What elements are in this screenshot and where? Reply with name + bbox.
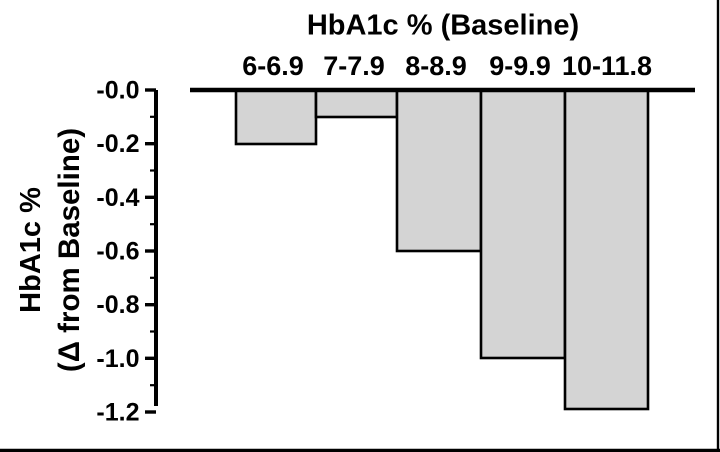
svg-text:7-7.9: 7-7.9 bbox=[323, 51, 385, 81]
svg-text:(Δ from Baseline): (Δ from Baseline) bbox=[53, 128, 86, 372]
svg-text:-0.0: -0.0 bbox=[96, 77, 139, 105]
svg-text:-1.2: -1.2 bbox=[96, 399, 139, 427]
svg-text:-0.6: -0.6 bbox=[96, 238, 139, 266]
svg-text:-0.8: -0.8 bbox=[96, 291, 139, 319]
svg-text:-1.0: -1.0 bbox=[96, 345, 139, 373]
svg-text:10-11.8: 10-11.8 bbox=[562, 51, 652, 81]
svg-text:HbA1c %: HbA1c % bbox=[15, 187, 47, 313]
svg-text:6-6.9: 6-6.9 bbox=[242, 51, 304, 81]
svg-text:8-8.9: 8-8.9 bbox=[405, 51, 467, 81]
svg-text:HbA1c % (Baseline): HbA1c % (Baseline) bbox=[307, 10, 579, 42]
svg-text:9-9.9: 9-9.9 bbox=[489, 51, 551, 81]
svg-text:-0.4: -0.4 bbox=[96, 184, 139, 212]
svg-text:-0.2: -0.2 bbox=[96, 130, 139, 158]
